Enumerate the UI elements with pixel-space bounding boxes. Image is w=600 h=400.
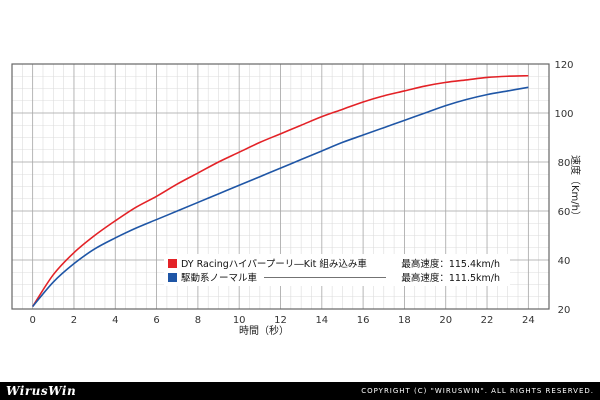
y-tick-label: 100: [554, 109, 573, 120]
x-tick-label: 2: [71, 315, 77, 326]
wiruswin-logo: WirusWin: [6, 384, 77, 398]
y-tick-label: 60: [558, 207, 571, 218]
x-tick-label: 8: [195, 315, 201, 326]
y-axis-label: 速度（Km/h）: [569, 155, 582, 221]
legend-label-tuned: DY Racingハイパープーリ―Kit 組み込み車: [181, 258, 367, 270]
series-line-normal: [32, 86, 529, 308]
legend-background: [164, 254, 510, 286]
series-line-tuned: [31, 74, 529, 307]
footer-bar: WirusWin COPYRIGHT (C) "WIRUSWIN". ALL R…: [0, 382, 600, 400]
y-tick-labels: 20 40 60 80 100 120: [554, 60, 573, 316]
x-tick-label: 0: [29, 315, 35, 326]
x-tick-label: 24: [522, 315, 535, 326]
x-tick-label: 14: [315, 315, 328, 326]
x-tick-label: 12: [274, 315, 287, 326]
legend: DY Racingハイパープーリ―Kit 組み込み車 最高速度：115.4km/…: [164, 254, 510, 286]
plot-border: [11, 63, 550, 310]
y-tick-label: 40: [558, 256, 571, 267]
series-lines: [31, 74, 529, 308]
copyright-text: COPYRIGHT (C) "WIRUSWIN". ALL RIGHTS RES…: [361, 387, 594, 395]
legend-label-normal: 駆動系ノーマル車: [181, 272, 258, 284]
x-tick-label: 18: [398, 315, 411, 326]
legend-swatch-normal: [168, 273, 177, 282]
legend-max-speed-tuned: 最高速度：115.4km/h: [401, 258, 500, 270]
y-tick-label: 120: [554, 60, 573, 71]
x-tick-labels: 0 2 4 6 8 10 12 14 16 18 20 22 24: [29, 315, 534, 326]
x-tick-label: 6: [153, 315, 159, 326]
x-tick-label: 16: [357, 315, 370, 326]
x-tick-label: 22: [481, 315, 494, 326]
legend-swatch-tuned: [168, 259, 177, 268]
x-tick-label: 20: [439, 315, 452, 326]
y-tick-label: 80: [558, 158, 571, 169]
x-tick-label: 4: [112, 315, 118, 326]
x-tick-label: 10: [233, 315, 246, 326]
x-axis-label: 時間（秒）: [239, 324, 289, 337]
y-tick-label: 20: [558, 305, 571, 316]
legend-max-speed-normal: 最高速度：111.5km/h: [401, 272, 500, 284]
